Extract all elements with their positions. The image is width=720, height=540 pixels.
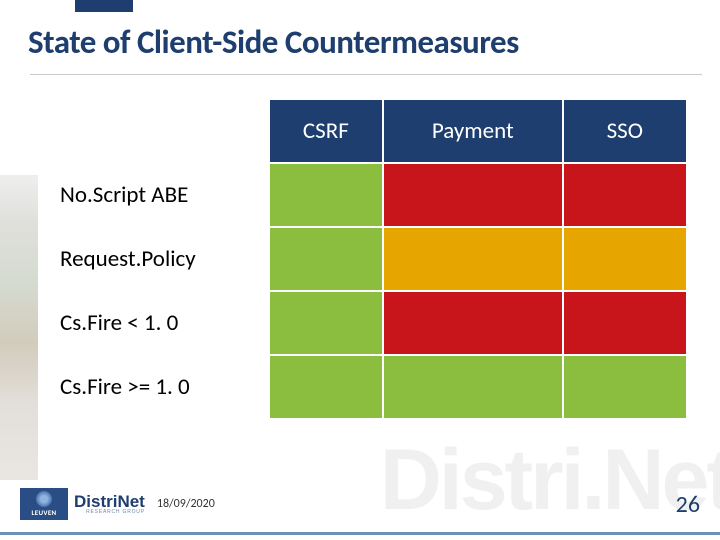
cell (383, 355, 562, 419)
footer-date: 18/09/2020 (157, 497, 215, 511)
row-label: No.Script ABE (49, 163, 269, 227)
row-label: Request.Policy (49, 227, 269, 291)
col-header-sso: SSO (563, 99, 687, 163)
sidebar-decoration (0, 175, 38, 480)
countermeasures-table: CSRF Payment SSO No.Script ABE Request.P… (48, 98, 688, 420)
table-row: Cs.Fire < 1. 0 (49, 291, 687, 355)
cell (383, 227, 562, 291)
cell (269, 163, 384, 227)
table-header-row: CSRF Payment SSO (49, 99, 687, 163)
cell (269, 355, 384, 419)
distrinet-logo: DistriNet RESEARCH GROUP (74, 493, 145, 515)
col-header-payment: Payment (383, 99, 562, 163)
cell (383, 163, 562, 227)
row-label: Cs.Fire < 1. 0 (49, 291, 269, 355)
cell (563, 227, 687, 291)
cell (563, 163, 687, 227)
leuven-logo: LEUVEN (20, 488, 68, 520)
table-row: Cs.Fire >= 1. 0 (49, 355, 687, 419)
cell (563, 355, 687, 419)
cell (269, 291, 384, 355)
slide-title: State of Client-Side Countermeasures (28, 22, 519, 62)
page-number: 26 (676, 490, 700, 519)
header-accent-bar (75, 0, 133, 12)
leuven-logo-text: LEUVEN (32, 508, 57, 517)
table-corner-cell (49, 99, 269, 163)
bottom-accent-line (0, 532, 720, 535)
cell (383, 291, 562, 355)
table-row: Request.Policy (49, 227, 687, 291)
row-label: Cs.Fire >= 1. 0 (49, 355, 269, 419)
col-header-csrf: CSRF (269, 99, 384, 163)
table-row: No.Script ABE (49, 163, 687, 227)
cell (269, 227, 384, 291)
footer-left: LEUVEN DistriNet RESEARCH GROUP 18/09/20… (20, 488, 215, 520)
footer: LEUVEN DistriNet RESEARCH GROUP 18/09/20… (20, 488, 700, 520)
title-underline (30, 74, 702, 75)
cell (563, 291, 687, 355)
